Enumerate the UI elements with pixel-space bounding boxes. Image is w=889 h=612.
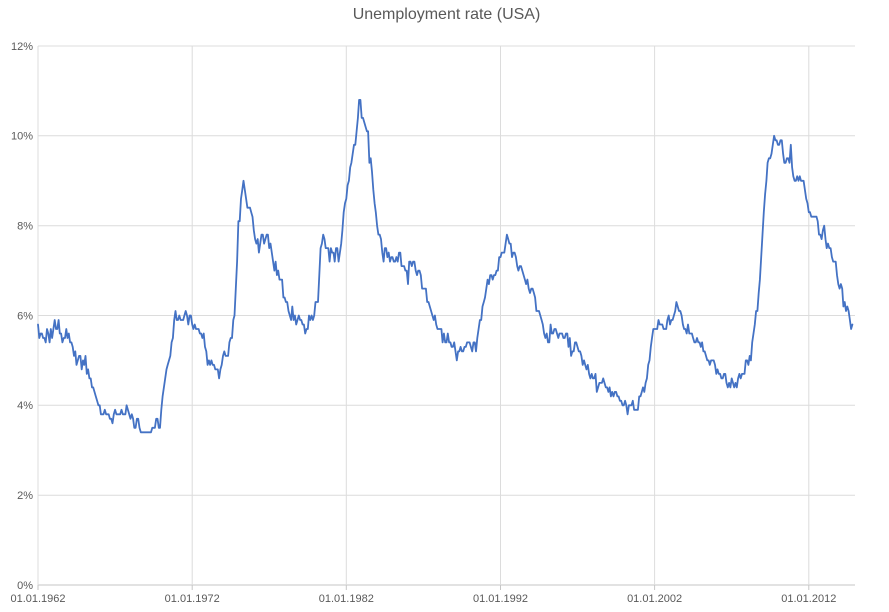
x-axis-tick-label: 01.01.1962	[10, 593, 65, 605]
y-axis-tick-label: 6%	[17, 310, 33, 322]
x-axis-tick-label: 01.01.2002	[627, 593, 682, 605]
y-axis-tick-label: 10%	[11, 131, 33, 143]
y-axis-tick-label: 8%	[17, 221, 33, 233]
x-axis-tick-label: 01.01.1982	[319, 593, 374, 605]
x-axis-tick-label: 01.01.1992	[473, 593, 528, 605]
y-axis-tick-label: 2%	[17, 490, 33, 502]
y-axis-tick-label: 12%	[11, 41, 33, 53]
x-axis-tick-label: 01.01.1972	[165, 593, 220, 605]
y-axis-tick-label: 4%	[17, 400, 33, 412]
chart-title: Unemployment rate (USA)	[352, 6, 541, 23]
y-axis-tick-label: 0%	[17, 580, 33, 592]
x-axis-tick-label: 01.01.2012	[781, 593, 836, 605]
unemployment-line-series	[37, 99, 854, 434]
